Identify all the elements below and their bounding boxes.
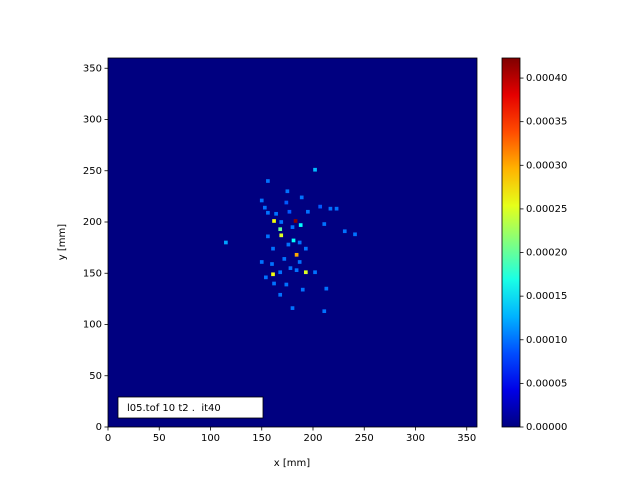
heatmap-cell	[306, 209, 310, 214]
heatmap-cell	[279, 220, 284, 224]
colorbar-tick-label: 0.00025	[526, 204, 567, 215]
heatmap-cell	[259, 260, 264, 264]
colorbar-tick-label: 0.00020	[526, 248, 567, 259]
heatmap-cell	[284, 200, 289, 205]
x-tick-label: 300	[406, 433, 425, 444]
heatmap-cell	[266, 210, 270, 215]
y-tick-label: 150	[83, 268, 102, 279]
heatmap-cell	[284, 282, 289, 287]
heatmap-cell	[266, 234, 270, 239]
colorbar-tick-label: 0.00010	[526, 335, 567, 346]
heatmap-cell	[274, 211, 278, 216]
plot-frame	[107, 57, 478, 428]
heatmap-cell	[224, 240, 228, 245]
heatmap-cell	[324, 286, 329, 291]
y-tick-label: 100	[83, 320, 102, 331]
heatmap-cell	[322, 222, 327, 226]
heatmap-cell	[297, 260, 302, 264]
x-tick-label: 100	[201, 433, 220, 444]
heatmap-cell	[287, 209, 292, 214]
colorbar	[501, 57, 521, 428]
heatmap-cell	[299, 195, 304, 200]
heatmap-cell	[298, 223, 303, 227]
colorbar-tick-label: 0.00035	[526, 117, 567, 128]
y-tick-label: 50	[89, 371, 102, 382]
plot-background	[108, 58, 477, 427]
x-tick-label: 150	[252, 433, 271, 444]
heatmap-cell	[294, 268, 299, 273]
annotation-box	[117, 396, 264, 419]
heatmap-cell	[313, 167, 317, 172]
heatmap-cell	[272, 219, 276, 223]
y-tick-label: 350	[83, 63, 102, 74]
heatmap-cell	[313, 270, 317, 275]
heatmap-cell	[342, 229, 347, 234]
colorbar-tick-label: 0.00000	[526, 422, 567, 433]
heatmap-cell	[272, 281, 276, 286]
colorbar-tick-label: 0.00015	[526, 291, 567, 302]
colorbar-tick-label: 0.00030	[526, 160, 567, 171]
heatmap-cell	[288, 266, 293, 270]
heatmap-cell	[271, 272, 275, 277]
heatmap-cell	[300, 287, 305, 292]
heatmap-cell	[353, 232, 357, 237]
heatmap-cell	[328, 206, 333, 211]
y-tick-label: 250	[83, 166, 102, 177]
heatmap-cell	[297, 240, 302, 245]
y-tick-label: 300	[83, 115, 102, 126]
colorbar-tick-label: 0.00040	[526, 73, 567, 84]
heatmap-cell	[293, 219, 298, 223]
heatmap-cell	[278, 227, 283, 232]
heatmap-cell	[270, 262, 274, 266]
x-tick-label: 200	[303, 433, 322, 444]
x-axis-label: x [mm]	[274, 458, 310, 469]
y-axis-label: y [mm]	[57, 224, 68, 260]
heatmap-cell	[294, 252, 299, 257]
heatmap-cell	[290, 225, 295, 229]
x-tick-label: 350	[457, 433, 476, 444]
x-tick-label: 50	[153, 433, 166, 444]
heatmap-cell	[271, 246, 275, 251]
heatmap-cell	[286, 242, 291, 247]
heatmap-cell	[264, 275, 268, 280]
heatmap-cell	[291, 238, 296, 243]
x-tick-label: 250	[355, 433, 374, 444]
heatmap-cell	[303, 270, 308, 275]
heatmap-cell	[334, 206, 339, 211]
heatmap-cell	[266, 179, 270, 183]
annotation: l05.tof 10 t2 . it40	[127, 403, 221, 414]
y-tick-label: 0	[96, 422, 102, 433]
heatmap-cell	[278, 270, 283, 275]
colorbar-tick-label: 0.00005	[526, 378, 567, 389]
heatmap-cell	[279, 233, 284, 238]
y-tick-label: 200	[83, 217, 102, 228]
x-tick-label: 0	[105, 433, 111, 444]
heatmap-cell	[259, 198, 264, 203]
heatmap-cell	[318, 204, 323, 209]
heatmap-cell	[278, 292, 283, 297]
heatmap-cell	[290, 306, 295, 310]
heatmap-cell	[303, 246, 308, 251]
heatmap-cell	[262, 205, 267, 210]
heatmap-cell	[322, 309, 327, 314]
heatmap-cell	[282, 257, 287, 261]
heatmap-cell	[285, 189, 290, 194]
